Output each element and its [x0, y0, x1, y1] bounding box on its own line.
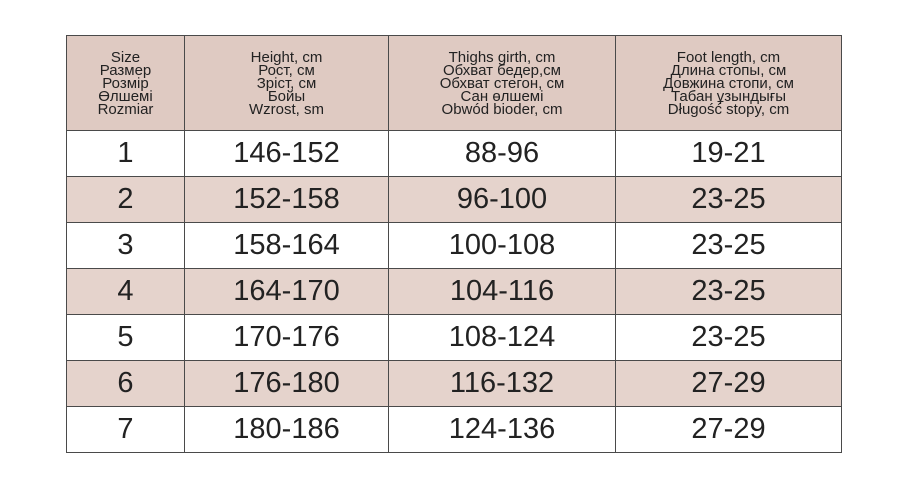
header-line: Długość stopy, cm	[667, 100, 790, 118]
table-cell: 124-136	[388, 406, 616, 453]
table-cell: 158-164	[184, 222, 389, 269]
table-row: 6 176-180 116-132 27-29	[66, 360, 842, 407]
header-line: Длина стопы, см	[670, 61, 787, 79]
header-line: Табан ұзындығы	[670, 87, 787, 105]
table-cell: 27-29	[615, 360, 842, 407]
table-row: 2 152-158 96-100 23-25	[66, 176, 842, 223]
table-row: 7 180-186 124-136 27-29	[66, 406, 842, 453]
header-row: Size Размер Розмір Өлшемі Rozmiar Height, cm Р…	[66, 35, 842, 131]
table-cell: 5	[66, 314, 185, 361]
table-row: 4 164-170 104-116 23-25	[66, 268, 842, 315]
table-cell: 4	[66, 268, 185, 315]
table-cell: 164-170	[184, 268, 389, 315]
header-line: Foot length, cm	[676, 48, 781, 66]
size-table: Size Размер Розмір Өлшемі Rozmiar Height, cm Р…	[66, 35, 842, 453]
table-cell: 19-21	[615, 130, 842, 177]
header-cell: Thighs girth, cm Обхват бедер,см Обхват ст…	[388, 35, 616, 131]
table-cell: 23-25	[615, 268, 842, 315]
table-cell: 1	[66, 130, 185, 177]
table-cell: 108-124	[388, 314, 616, 361]
header-line: Сан өлшемі	[460, 87, 544, 105]
header-line: Довжина стопи, см	[663, 74, 794, 92]
table-cell: 23-25	[615, 222, 842, 269]
table-cell: 116-132	[388, 360, 616, 407]
table-cell: 3	[66, 222, 185, 269]
header-line: Wzrost, sm	[249, 100, 324, 118]
table-cell: 27-29	[615, 406, 842, 453]
header-cell: Height, cm Рост, см Зріст, см Бойы Wzrost, s…	[184, 35, 389, 131]
table-cell: 96-100	[388, 176, 616, 223]
header-line: Obwód bioder, cm	[441, 100, 563, 118]
table-cell: 23-25	[615, 314, 842, 361]
header-cell: Foot length, cm Длина стопы, см Довжина ст…	[615, 35, 842, 131]
header-line: Height, cm	[250, 48, 323, 66]
header-line: Бойы	[267, 87, 306, 105]
header-line: Rozmiar	[97, 100, 154, 118]
table-row: 1 146-152 88-96 19-21	[66, 130, 842, 177]
header-cell: Size Размер Розмір Өлшемі Rozmiar	[66, 35, 185, 131]
header-line: Рост, см	[258, 61, 315, 79]
table-row: 3 158-164 100-108 23-25	[66, 222, 842, 269]
table-cell: 170-176	[184, 314, 389, 361]
table-row: 5 170-176 108-124 23-25	[66, 314, 842, 361]
table-cell: 152-158	[184, 176, 389, 223]
table-cell: 176-180	[184, 360, 389, 407]
table-cell: 6	[66, 360, 185, 407]
header-line: Розмір	[102, 74, 149, 92]
header-line: Зріст, см	[256, 74, 317, 92]
table-cell: 23-25	[615, 176, 842, 223]
header-line: Обхват стегон, см	[439, 74, 565, 92]
table-cell: 146-152	[184, 130, 389, 177]
table-cell: 2	[66, 176, 185, 223]
header-line: Өлшемі	[98, 87, 153, 105]
header-line: Размер	[99, 61, 152, 79]
header-line: Thighs girth, cm	[448, 48, 556, 66]
table-body: 1 146-152 88-96 19-21 2 152-158 96-100 23-25 3 15…	[66, 130, 842, 453]
table-cell: 180-186	[184, 406, 389, 453]
table-cell: 7	[66, 406, 185, 453]
header-line: Size	[110, 48, 141, 66]
table-cell: 88-96	[388, 130, 616, 177]
header-line: Обхват бедер,см	[443, 61, 561, 79]
table-cell: 100-108	[388, 222, 616, 269]
table-cell: 104-116	[388, 268, 616, 315]
